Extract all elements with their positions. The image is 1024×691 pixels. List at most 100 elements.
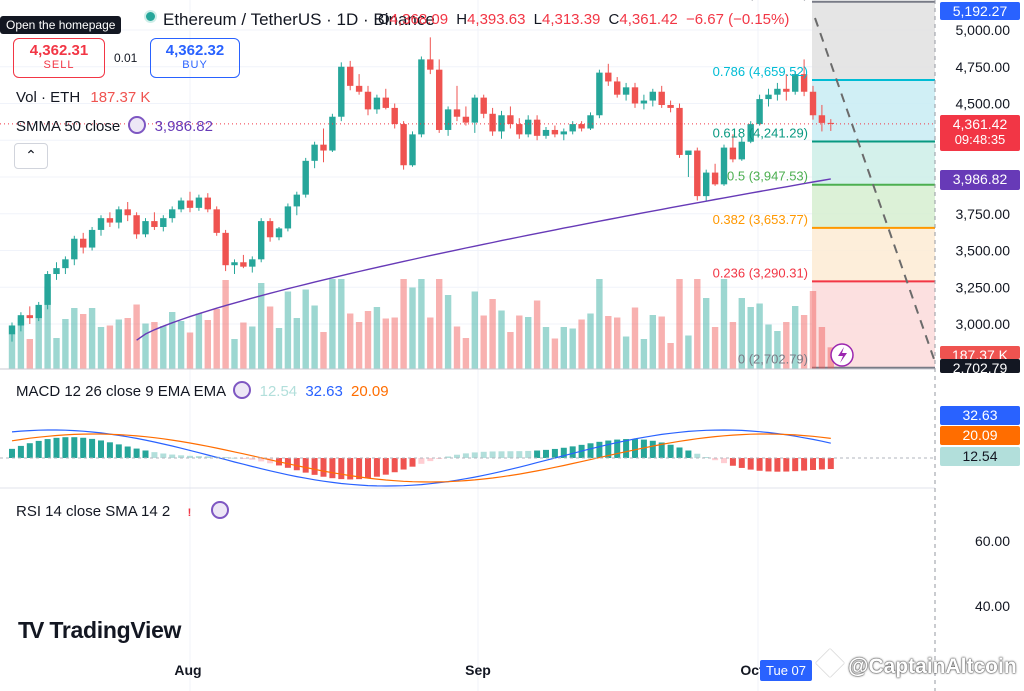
volume-bar xyxy=(605,316,612,369)
candle-body xyxy=(62,259,69,269)
macd-histogram xyxy=(9,437,834,480)
rsi-tick-label: 60.00 xyxy=(975,533,1010,549)
last-price-badge-subtext: 09:48:35 xyxy=(955,132,1006,147)
candle-body xyxy=(80,238,87,248)
volume-bar xyxy=(364,311,372,369)
macd-legend[interactable]: MACD 12 26 close 9 EMA EMA 12.54 32.63 2… xyxy=(16,381,389,400)
close-label: C xyxy=(608,11,620,28)
homepage-tooltip[interactable]: Open the homepage xyxy=(0,16,122,34)
volume-bar xyxy=(703,298,710,369)
macd-line-badge-text: 32.63 xyxy=(962,407,997,423)
volume-bar xyxy=(667,343,674,369)
fib-label-0.618: 0.618 (4,241.29) xyxy=(713,126,808,141)
tradingview-logo[interactable]: TV TradingView xyxy=(18,617,181,644)
price-axis[interactable]: 3,000.003,250.003,500.003,750.004,000.00… xyxy=(956,22,1011,614)
fib-label-0.382: 0.382 (3,653.77) xyxy=(713,212,808,227)
candle-body xyxy=(160,218,167,227)
volume-bar xyxy=(453,326,461,369)
volume-legend-value: 187.37 K xyxy=(90,89,151,106)
fib-zone xyxy=(812,1,935,81)
macd-histogram-bar xyxy=(26,443,33,458)
macd-histogram-bar xyxy=(685,450,692,458)
collapse-legend-button[interactable]: ⌃ xyxy=(14,143,48,169)
macd-line-badge-bg xyxy=(940,406,1020,425)
candle-body xyxy=(293,194,300,207)
refresh-icon[interactable] xyxy=(128,116,147,134)
macd-histogram-bar xyxy=(765,458,772,472)
candle-body xyxy=(222,232,229,266)
volume-bar xyxy=(747,307,754,369)
candle-body xyxy=(97,218,105,230)
candle-body xyxy=(436,69,443,130)
market-status-icon xyxy=(144,10,157,23)
sell-price: 4,362.31 xyxy=(29,42,89,59)
macd-histogram-bar xyxy=(454,454,460,458)
macd-histogram-bar xyxy=(712,458,719,461)
macd-histogram-bar xyxy=(195,456,202,458)
volume-bar xyxy=(329,279,336,369)
volume-bar xyxy=(338,279,345,369)
volume-bar xyxy=(204,320,211,369)
volume-bar xyxy=(382,318,389,369)
macd-histogram-bar xyxy=(640,439,647,458)
candle-body xyxy=(676,107,683,155)
candle-body xyxy=(17,315,25,326)
macd-histogram-bar xyxy=(489,451,496,458)
volume-bar xyxy=(302,289,309,369)
warning-icon[interactable]: ! xyxy=(187,507,192,519)
macd-histogram-bar xyxy=(418,458,425,464)
candle-body xyxy=(284,206,292,229)
volume-bar xyxy=(97,327,105,369)
smma-legend-label: SMMA 50 close xyxy=(16,118,121,135)
low-label: L xyxy=(533,11,542,28)
candle-body xyxy=(818,115,826,123)
candle-body xyxy=(685,150,692,155)
macd-histogram-bar xyxy=(774,458,781,472)
volume-bar xyxy=(818,327,826,369)
replay-icon[interactable] xyxy=(830,343,854,367)
volume-bar xyxy=(106,325,114,369)
volume-bar xyxy=(88,308,96,369)
refresh-icon[interactable] xyxy=(233,381,252,399)
macd-histogram-bar xyxy=(115,444,122,458)
macd-histogram-bar xyxy=(98,440,104,458)
candle-body xyxy=(258,221,265,260)
macd-histogram-bar xyxy=(738,458,745,468)
price-tick-label: 4,750.00 xyxy=(956,59,1011,75)
macd-histogram-bar xyxy=(614,439,621,458)
symbol-title[interactable]: Ethereum / TetherUS · 1D · Binance xyxy=(136,10,435,30)
macd-histogram-bar xyxy=(178,455,185,458)
pane-separators xyxy=(0,0,936,691)
smma-legend[interactable]: SMMA 50 close 3,986.82 xyxy=(16,116,213,135)
macd-histogram-bar xyxy=(240,458,247,459)
volume-bar xyxy=(800,315,808,369)
macd-histogram-bar xyxy=(409,458,416,467)
time-axis[interactable]: Aug Sep Oct xyxy=(174,662,764,678)
watermark: @CaptainAltcoin xyxy=(815,648,1017,679)
macd-hist-value: 12.54 xyxy=(259,383,298,400)
macd-histogram-bar xyxy=(560,447,567,458)
volume-bar xyxy=(685,335,692,369)
volume-bar xyxy=(400,279,407,369)
rsi-legend[interactable]: RSI 14 close SMA 14 2 ! xyxy=(16,501,233,520)
refresh-icon[interactable] xyxy=(210,501,229,519)
candle-body xyxy=(427,59,434,70)
macd-histogram-bar xyxy=(543,449,549,458)
spread-value: 0.01 xyxy=(114,51,138,65)
volume-legend[interactable]: Vol · ETH 187.37 K xyxy=(16,89,150,106)
volume-bar xyxy=(640,339,648,369)
volume-bar xyxy=(115,319,122,369)
candle-body xyxy=(409,134,416,166)
candle-body xyxy=(640,100,648,104)
candle-body xyxy=(115,209,122,223)
buy-label: BUY xyxy=(182,59,208,71)
macd-histogram-bar xyxy=(632,439,638,458)
volume-bar xyxy=(444,295,452,369)
volume-bar xyxy=(694,279,701,369)
volume-bar xyxy=(266,306,274,369)
volume-bar xyxy=(17,317,25,369)
sell-button[interactable]: 4,362.31 SELL xyxy=(13,38,105,78)
volume-bar xyxy=(53,338,60,369)
buy-button[interactable]: 4,362.32 BUY xyxy=(150,38,240,78)
